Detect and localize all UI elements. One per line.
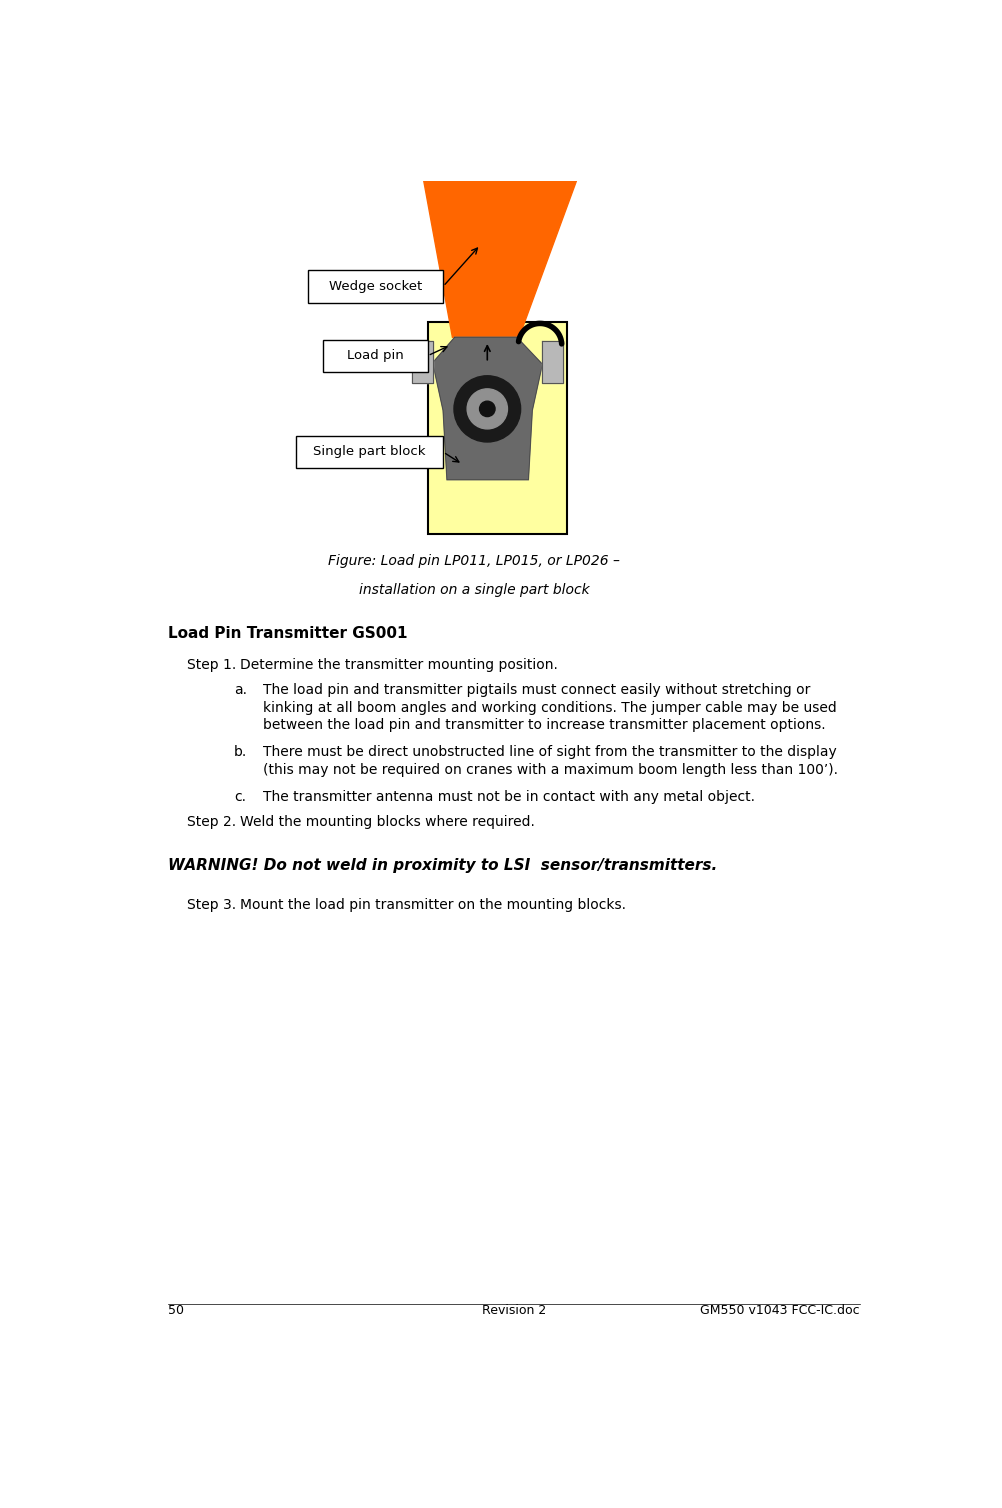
Text: The transmitter antenna must not be in contact with any metal object.: The transmitter antenna must not be in c… xyxy=(264,790,755,804)
Text: installation on a single part block: installation on a single part block xyxy=(359,582,589,597)
Circle shape xyxy=(467,389,507,428)
Text: a.: a. xyxy=(233,683,246,697)
Text: The load pin and transmitter pigtails must connect easily without stretching or: The load pin and transmitter pigtails mu… xyxy=(264,683,810,697)
Text: b.: b. xyxy=(233,745,246,760)
Bar xyxy=(427,321,566,534)
Text: Wedge socket: Wedge socket xyxy=(329,280,422,293)
Text: Revision 2: Revision 2 xyxy=(481,1304,546,1318)
Text: Step 1.: Step 1. xyxy=(187,659,236,673)
Text: There must be direct unobstructed line of sight from the transmitter to the disp: There must be direct unobstructed line o… xyxy=(264,745,837,760)
Text: kinking at all boom angles and working conditions. The jumper cable may be used: kinking at all boom angles and working c… xyxy=(264,701,837,715)
Text: GM550 v1043 FCC-IC.doc: GM550 v1043 FCC-IC.doc xyxy=(699,1304,860,1318)
Bar xyxy=(296,436,443,467)
Text: between the load pin and transmitter to increase transmitter placement options.: between the load pin and transmitter to … xyxy=(264,718,825,733)
Text: Load pin: Load pin xyxy=(347,350,403,362)
Circle shape xyxy=(454,375,520,442)
Text: WARNING! Do not weld in proximity to LSI  sensor/transmitters.: WARNING! Do not weld in proximity to LSI… xyxy=(167,858,716,873)
Text: Determine the transmitter mounting position.: Determine the transmitter mounting posit… xyxy=(239,659,557,673)
Bar xyxy=(323,339,427,372)
Bar xyxy=(308,270,443,303)
Text: Mount the load pin transmitter on the mounting blocks.: Mount the load pin transmitter on the mo… xyxy=(239,897,625,912)
Text: Load Pin Transmitter GS001: Load Pin Transmitter GS001 xyxy=(167,626,407,641)
Polygon shape xyxy=(412,341,433,383)
Text: c.: c. xyxy=(233,790,245,804)
Polygon shape xyxy=(431,338,542,480)
Text: Single part block: Single part block xyxy=(313,445,425,458)
Circle shape xyxy=(479,401,495,416)
Text: Step 3.: Step 3. xyxy=(187,897,236,912)
Text: 50: 50 xyxy=(167,1304,183,1318)
Text: (this may not be required on cranes with a maximum boom length less than 100’).: (this may not be required on cranes with… xyxy=(264,763,838,777)
Polygon shape xyxy=(423,181,576,338)
Text: Step 2.: Step 2. xyxy=(187,816,236,829)
Text: Weld the mounting blocks where required.: Weld the mounting blocks where required. xyxy=(239,816,534,829)
Polygon shape xyxy=(542,341,563,383)
Text: Figure: Load pin LP011, LP015, or LP026 –: Figure: Load pin LP011, LP015, or LP026 … xyxy=(328,555,619,569)
